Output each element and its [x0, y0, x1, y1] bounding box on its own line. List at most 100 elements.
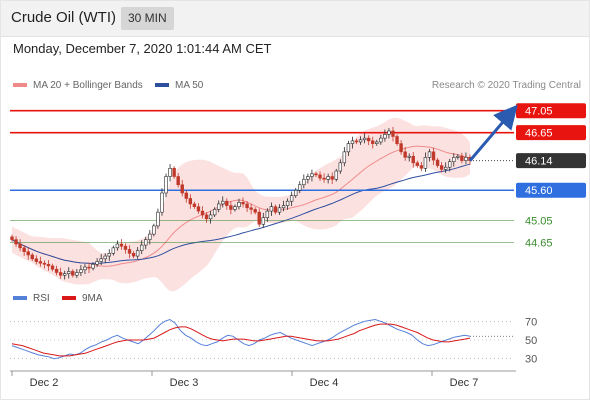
- ma20-swatch: [13, 83, 27, 88]
- candle-body: [30, 254, 34, 260]
- candle-body: [200, 210, 205, 216]
- forecast-arrow: [468, 104, 518, 162]
- candle-body: [322, 177, 326, 180]
- candle-body: [379, 137, 383, 143]
- candle-body: [289, 195, 294, 202]
- level-badge-46.65: [516, 125, 586, 141]
- candle-body: [107, 253, 111, 257]
- candle-body: [415, 162, 420, 166]
- candle-body: [237, 202, 241, 207]
- datetime-label: Monday, December 7, 2020 1:01:44 AM CET: [13, 41, 272, 56]
- candle-body: [249, 207, 253, 210]
- candle-body: [464, 157, 468, 161]
- level-label-47.05: 47.05: [525, 106, 553, 118]
- candle-body: [91, 263, 95, 269]
- candle-body: [131, 253, 136, 257]
- candle-body: [168, 168, 172, 177]
- candle-body: [42, 262, 47, 265]
- candle-body: [176, 176, 180, 186]
- candle-body: [314, 173, 318, 176]
- candle-body: [217, 203, 221, 210]
- level-label-46.65: 46.65: [525, 128, 553, 140]
- candle-body: [18, 243, 22, 249]
- candle-body: [435, 159, 440, 166]
- candle-body: [46, 263, 51, 267]
- candle-body: [395, 136, 399, 144]
- candle-body: [26, 251, 30, 256]
- candle-body: [354, 140, 359, 143]
- candle-body: [407, 155, 411, 158]
- moving-averages: [11, 145, 471, 267]
- candle-body: [431, 151, 436, 161]
- candle-body: [281, 205, 286, 209]
- rsi-panel: 70 50 30: [10, 316, 537, 366]
- candle-body: [439, 165, 444, 170]
- candle-body: [362, 137, 367, 141]
- x-tick-label-1: Dec 3: [170, 377, 199, 389]
- candle-body: [208, 214, 213, 220]
- candle-body: [225, 200, 229, 206]
- candle-body: [152, 225, 156, 235]
- levels: 47.05 46.65 46.14 45.60 45.05 44.65: [10, 103, 586, 249]
- candle-body: [38, 261, 43, 264]
- candle-body: [87, 266, 91, 269]
- x-axis: Dec 2 Dec 3 Dec 4 Dec 7: [10, 370, 516, 389]
- candle-body: [253, 209, 257, 213]
- candle-body: [144, 239, 148, 246]
- legend-rsi-ma-label: 9MA: [82, 293, 103, 304]
- candle-body: [310, 173, 314, 177]
- candle-body: [95, 261, 99, 265]
- candle-body: [127, 249, 132, 254]
- candle-body: [423, 157, 428, 169]
- candle-body: [135, 250, 140, 257]
- candle-body: [50, 265, 55, 270]
- candle-body: [212, 209, 217, 216]
- candle-body: [326, 176, 330, 180]
- candle-body: [419, 165, 424, 169]
- candle-body: [62, 273, 67, 276]
- candle-body: [192, 203, 197, 207]
- candlesticks: [10, 126, 472, 280]
- candle-body: [366, 137, 371, 142]
- candle-body: [448, 161, 452, 168]
- instrument-title: Crude Oil (WTI): [11, 9, 116, 26]
- candle-body: [403, 151, 407, 158]
- candle-body: [302, 178, 306, 186]
- ma50-line: [11, 163, 471, 264]
- level-badge-47.05: [516, 103, 586, 119]
- candle-body: [285, 200, 290, 206]
- candle-body: [399, 143, 403, 153]
- candle-body: [383, 133, 387, 139]
- candle-body: [318, 174, 322, 179]
- candle-body: [111, 247, 116, 254]
- x-tick-label-3: Dec 7: [450, 377, 479, 389]
- candle-body: [67, 271, 71, 274]
- candle-body: [184, 192, 188, 199]
- candle-body: [261, 217, 265, 225]
- candle-body: [196, 206, 201, 212]
- header-bar: Crude Oil (WTI) 30 MIN: [0, 0, 590, 37]
- candle-body: [115, 243, 120, 249]
- ma50-swatch: [155, 83, 169, 88]
- candle-body: [294, 189, 298, 197]
- legend-ma20: MA 20 + Bollinger Bands: [13, 80, 143, 91]
- candle-body: [156, 211, 160, 227]
- candle-body: [358, 139, 363, 143]
- candle-body: [75, 272, 79, 276]
- level-label-45.60: 45.60: [525, 185, 553, 197]
- legend-ma20-label: MA 20 + Bollinger Bands: [33, 80, 143, 91]
- candle-body: [277, 207, 282, 213]
- candle-body: [371, 140, 375, 144]
- candle-body: [139, 244, 144, 251]
- legend-rsi-ma: 9MA: [62, 293, 103, 304]
- legend-ma50: MA 50: [155, 80, 203, 91]
- candle-body: [119, 243, 124, 247]
- interval-button[interactable]: 30 MIN: [121, 7, 174, 30]
- level-label-46.14: 46.14: [525, 156, 553, 168]
- candle-body: [54, 268, 59, 273]
- level-badge-45.60: [516, 182, 586, 198]
- candle-body: [269, 206, 274, 212]
- candle-body: [14, 239, 18, 245]
- candle-body: [188, 198, 193, 205]
